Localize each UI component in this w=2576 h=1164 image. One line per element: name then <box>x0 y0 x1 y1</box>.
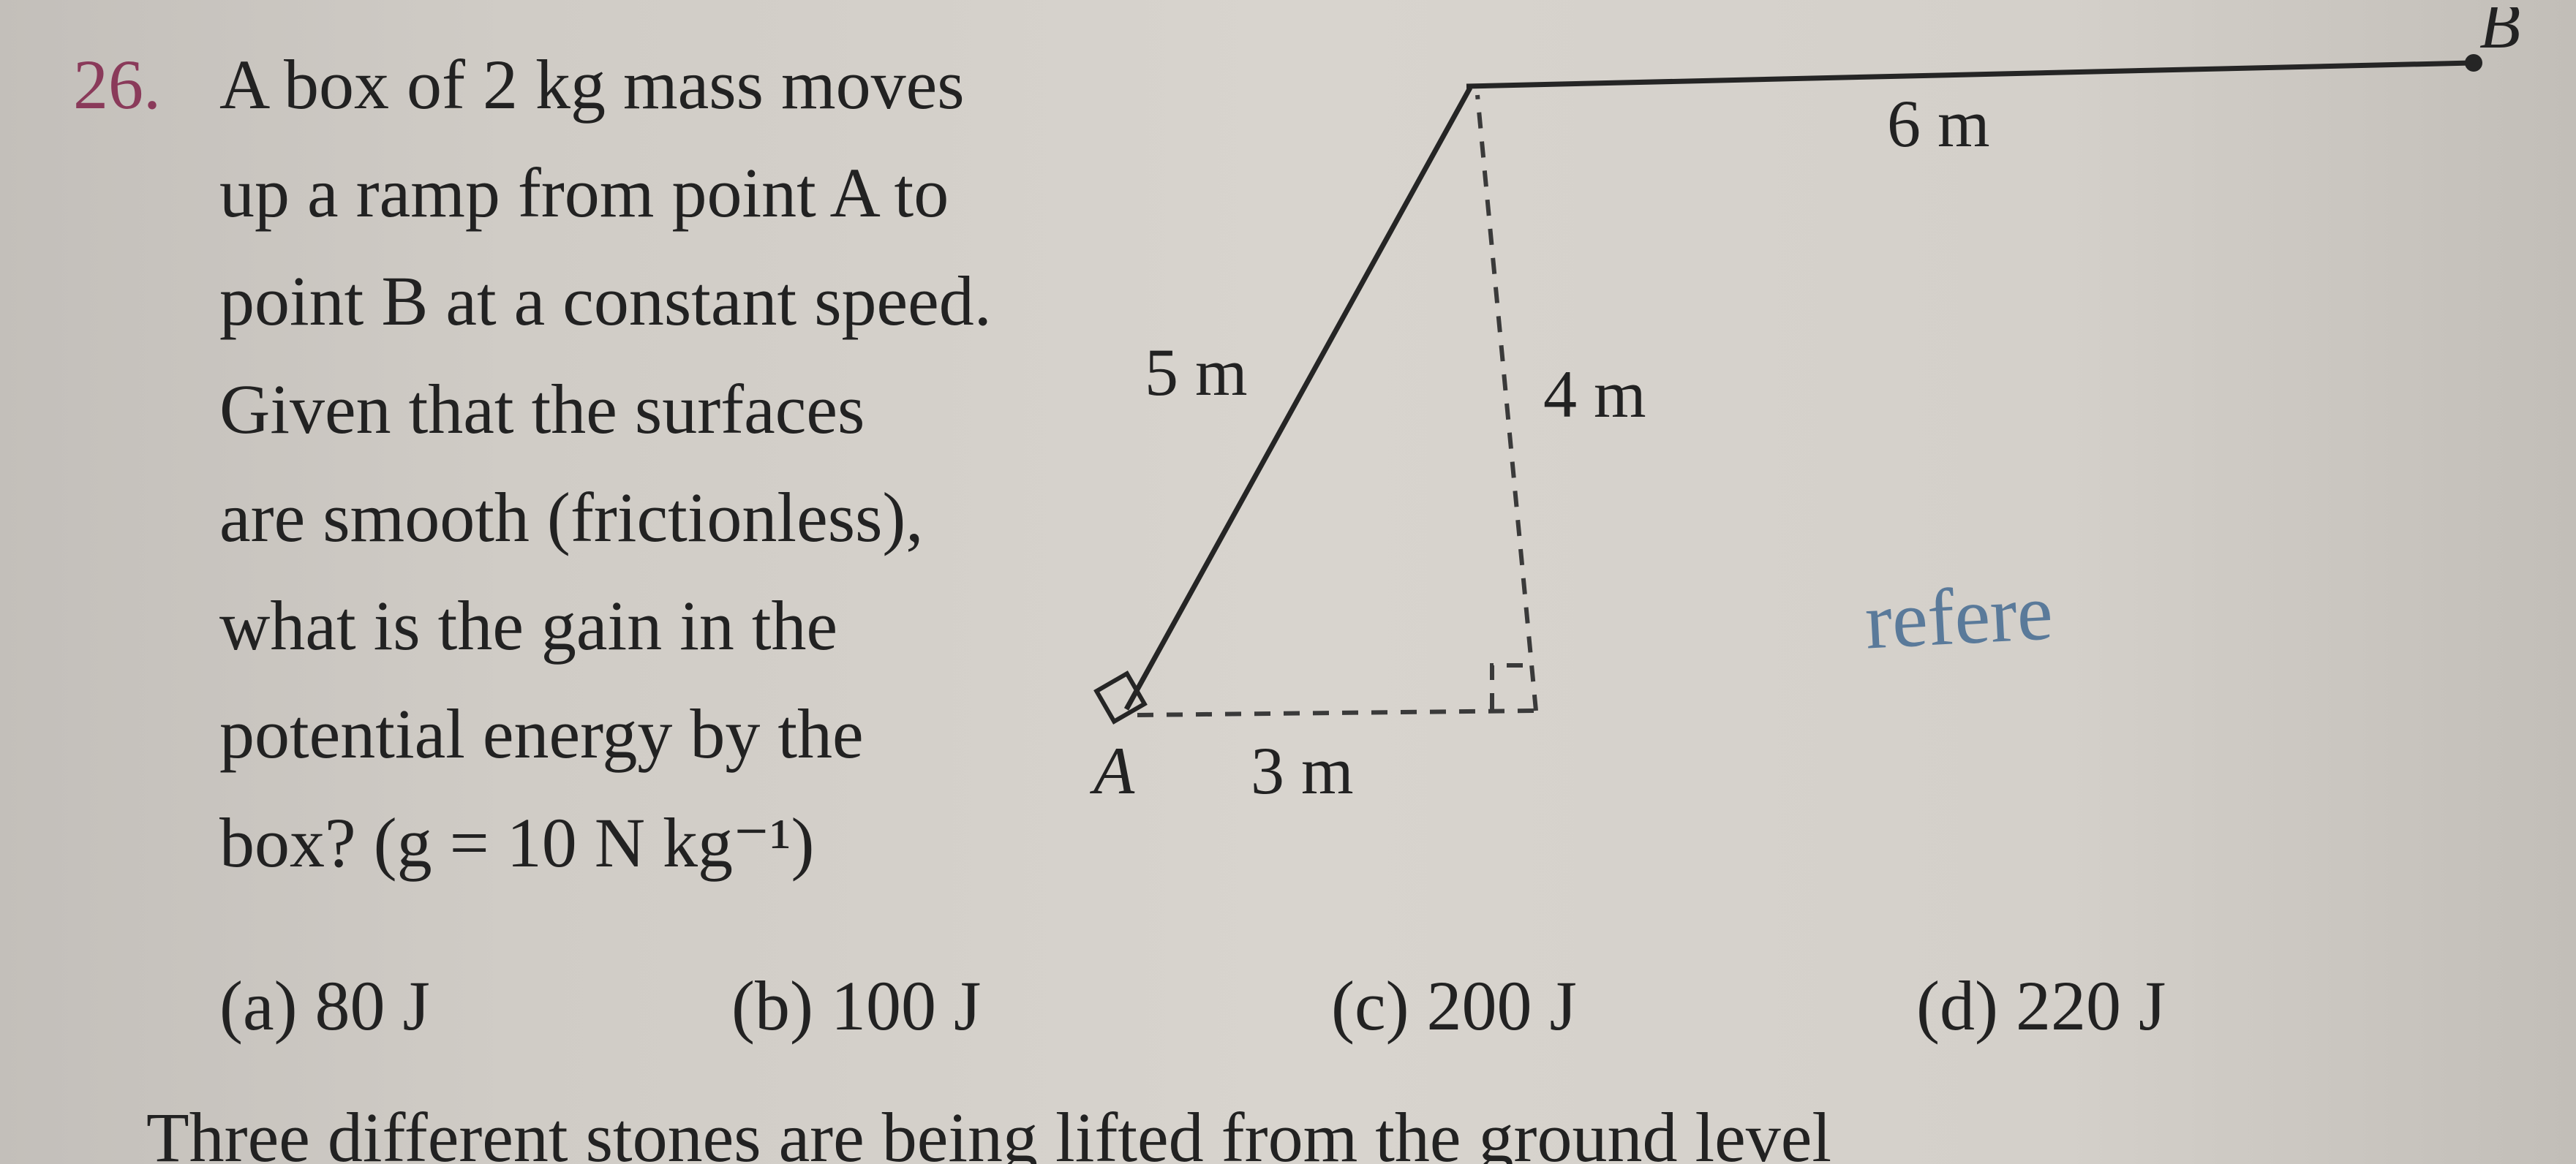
label-6m: 6 m <box>1887 86 1990 161</box>
option-a: (a) 80 J <box>219 965 430 1046</box>
label-a: A <box>1089 733 1135 808</box>
handwritten-note: refere <box>1863 565 2055 668</box>
page-scan: 26. A box of 2 kg mass moves up a ramp f… <box>0 0 2576 1164</box>
option-b: (b) 100 J <box>731 965 981 1046</box>
label-b: B <box>2479 7 2520 62</box>
label-4m: 4 m <box>1543 357 1646 431</box>
next-question-partial: Three different stones are being lifted … <box>146 1097 2487 1164</box>
option-c: (c) 200 J <box>1331 965 1577 1046</box>
question-line-4: Given that the surfaces <box>219 369 865 450</box>
ramp-top <box>1466 63 2472 86</box>
label-5m: 5 m <box>1145 335 1248 409</box>
question-line-5: are smooth (frictionless), <box>219 477 923 558</box>
question-line-2: up a ramp from point A to <box>219 152 949 233</box>
ramp-diagram: B 6 m 5 m 4 m A 3 m <box>1039 7 2575 812</box>
question-line-6: what is the gain in the <box>219 585 837 666</box>
question-line-1: A box of 2 kg mass moves <box>219 44 965 125</box>
question-line-8: box? (g = 10 N kg⁻¹) <box>219 801 814 883</box>
box-at-a <box>1096 673 1145 722</box>
height-dashed <box>1477 95 1536 711</box>
label-3m: 3 m <box>1251 733 1354 808</box>
question-line-7: potential energy by the <box>219 693 864 774</box>
right-angle-marker <box>1492 665 1536 709</box>
question-number: 26. <box>73 44 161 125</box>
base-dashed <box>1137 711 1536 715</box>
option-d: (d) 220 J <box>1916 965 2166 1046</box>
question-line-3: point B at a constant speed. <box>219 260 992 341</box>
